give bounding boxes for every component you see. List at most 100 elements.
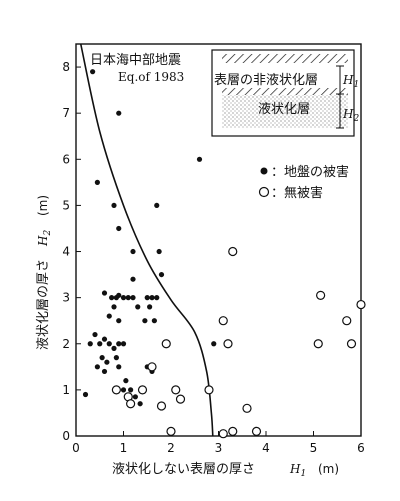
- x-tick-label: 2: [167, 441, 175, 455]
- no-damage-point: [342, 316, 352, 326]
- damage-point: [101, 336, 108, 342]
- damage-point: [154, 295, 160, 301]
- inset-h2-label: H2: [342, 107, 359, 124]
- y-tick-label: 3: [62, 291, 70, 305]
- damage-point: [97, 341, 103, 347]
- no-damage-point: [228, 426, 238, 436]
- inset-surface-hatch: [222, 54, 348, 63]
- damage-point: [156, 248, 162, 255]
- damage-point: [99, 355, 105, 361]
- legend-no-damage-label: ：無被害: [271, 185, 323, 201]
- damage-point: [130, 295, 136, 301]
- damage-point: [120, 341, 127, 347]
- damage-points: [82, 69, 217, 407]
- damage-point: [135, 304, 141, 310]
- inset-middle-hatch: [222, 88, 348, 95]
- damage-point: [111, 202, 117, 209]
- y-axis-label: 液状化層の厚さ H2 (m): [36, 195, 53, 350]
- damage-point: [106, 341, 112, 347]
- y-tick-label: 4: [62, 245, 70, 259]
- damage-point: [120, 387, 127, 393]
- inset-liquefied-layer: [222, 95, 348, 128]
- x-axis-symbol: H1: [289, 462, 306, 479]
- y-axis-unit: (m): [36, 195, 50, 216]
- no-damage-point: [223, 339, 233, 349]
- damage-point: [106, 313, 112, 319]
- y-axis-symbol: H2: [36, 230, 53, 247]
- y-tick-label: 8: [62, 60, 70, 74]
- damage-point: [128, 387, 134, 393]
- damage-point: [144, 295, 150, 301]
- damage-point: [101, 368, 108, 375]
- y-axis-title: 液状化層の厚さ: [36, 259, 51, 350]
- no-damage-point: [137, 385, 148, 395]
- damage-point: [158, 271, 165, 278]
- damage-point: [147, 304, 153, 310]
- damage-point: [142, 318, 148, 324]
- x-tick-label: 1: [120, 441, 128, 455]
- no-damage-point: [218, 429, 228, 439]
- no-damage-point: [228, 246, 238, 257]
- y-tick-label: 7: [62, 106, 70, 120]
- x-tick-label: 5: [310, 441, 318, 455]
- damage-point: [154, 202, 160, 209]
- damage-point: [94, 179, 100, 185]
- no-damage-point: [126, 399, 136, 409]
- damage-point: [137, 401, 143, 407]
- damage-point: [196, 156, 203, 162]
- damage-point: [211, 341, 217, 347]
- legend: ：地盤の被害 ：無被害: [258, 164, 349, 201]
- damage-point: [132, 394, 138, 400]
- damage-point: [87, 341, 93, 347]
- x-tick-label: 4: [262, 441, 270, 455]
- legend-damage-label: ：地盤の被害: [271, 164, 349, 180]
- damage-point: [82, 391, 89, 398]
- no-damage-point: [161, 339, 171, 349]
- damage-point: [101, 290, 108, 296]
- no-damage-point: [166, 426, 176, 436]
- damage-point: [116, 110, 122, 116]
- no-damage-point: [111, 385, 121, 395]
- damage-point: [116, 364, 122, 370]
- legend-damage-marker: [260, 167, 268, 175]
- x-ticks: 0 1 2 3 4 5 6: [72, 431, 365, 455]
- damage-point: [90, 69, 96, 75]
- no-damage-point: [218, 316, 228, 326]
- no-damage-point: [346, 339, 357, 349]
- y-ticks: 0 1 2 3 4 5 6 7 8: [62, 60, 81, 443]
- y-tick-label: 5: [62, 198, 70, 212]
- chart-subtitle: Eq.of 1983: [118, 70, 184, 84]
- y-tick-label: 2: [62, 337, 70, 351]
- damage-point: [109, 295, 115, 301]
- damage-point: [130, 248, 136, 255]
- y-tick-label: 1: [62, 383, 70, 397]
- inset-top-label: 表層の非液状化層: [214, 73, 318, 88]
- no-damage-point: [313, 339, 323, 349]
- boundary-curve-group: [79, 43, 214, 437]
- y-tick-label: 6: [62, 152, 70, 166]
- damage-point: [116, 292, 122, 298]
- damage-point: [116, 318, 122, 324]
- damage-point: [125, 295, 131, 301]
- no-damage-point: [175, 394, 186, 404]
- x-tick-label: 3: [215, 441, 223, 455]
- damage-point: [123, 378, 129, 384]
- damage-point: [116, 225, 122, 232]
- boundary-curve: [79, 43, 214, 437]
- damage-point: [111, 304, 117, 310]
- x-axis-title: 液状化しない表層の厚さ: [112, 462, 255, 477]
- no-damage-point: [156, 401, 167, 411]
- no-damage-point: [356, 299, 366, 310]
- inset-diagram: 表層の非液状化層 液状化層 H1 H2: [211, 49, 359, 137]
- damage-point: [151, 318, 157, 324]
- no-damage-points: [111, 246, 366, 439]
- no-damage-point: [316, 290, 326, 300]
- damage-point: [149, 295, 155, 301]
- damage-point: [113, 355, 119, 361]
- no-damage-point: [171, 385, 181, 395]
- no-damage-point: [204, 385, 214, 395]
- no-damage-point: [147, 362, 157, 372]
- damage-point: [130, 276, 136, 282]
- legend-no-damage-marker: [258, 186, 270, 198]
